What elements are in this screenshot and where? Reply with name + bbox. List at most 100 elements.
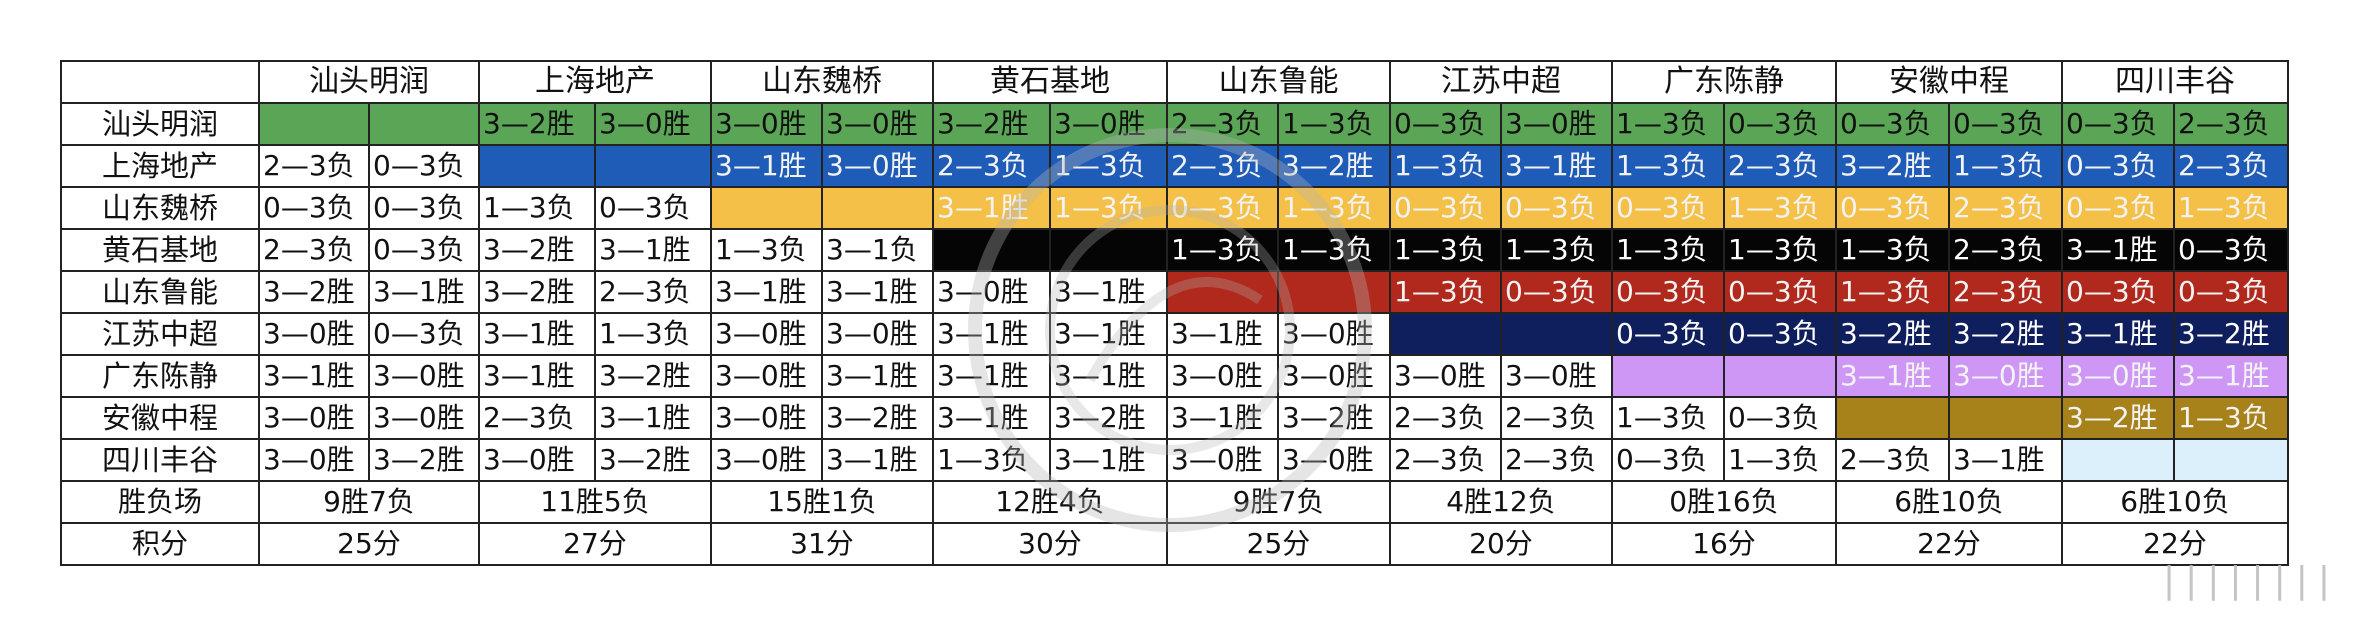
diagonal-cell bbox=[1723, 354, 1837, 398]
result-cell: 3—1胜 bbox=[2061, 228, 2175, 272]
result-cell: 1—3负 bbox=[1948, 144, 2063, 188]
result-cell: 1—3负 bbox=[1166, 228, 1279, 272]
result-cell: 0—3负 bbox=[2173, 228, 2289, 272]
result-cell: 0—3负 bbox=[2173, 270, 2289, 314]
result-cell: 2—3负 bbox=[1948, 270, 2063, 314]
points-value: 30分 bbox=[932, 522, 1168, 566]
result-cell: 3—0胜 bbox=[258, 438, 370, 482]
result-cell: 0—3负 bbox=[1611, 186, 1725, 230]
diagonal-cell bbox=[478, 144, 596, 188]
result-cell: 0—3负 bbox=[258, 186, 370, 230]
row-team-label: 山东魏桥 bbox=[60, 186, 260, 230]
result-cell: 0—3负 bbox=[1611, 270, 1725, 314]
result-cell: 1—3负 bbox=[1835, 228, 1950, 272]
result-cell: 1—3负 bbox=[1389, 270, 1502, 314]
result-cell: 0—3负 bbox=[1389, 186, 1502, 230]
column-team-header: 四川丰谷 bbox=[2061, 60, 2289, 104]
result-cell: 3—2胜 bbox=[478, 228, 596, 272]
diagonal-cell bbox=[1049, 228, 1168, 272]
result-cell: 1—3负 bbox=[1277, 186, 1391, 230]
result-cell: 1—3负 bbox=[1723, 438, 1837, 482]
row-team-label: 江苏中超 bbox=[60, 312, 260, 356]
result-cell: 3—2胜 bbox=[1835, 144, 1950, 188]
result-cell: 3—2胜 bbox=[1277, 144, 1391, 188]
result-cell: 2—3负 bbox=[1500, 438, 1613, 482]
result-cell: 2—3负 bbox=[594, 270, 712, 314]
result-cell: 1—3负 bbox=[1277, 102, 1391, 146]
result-cell: 3—1胜 bbox=[1835, 354, 1950, 398]
column-team-header: 山东鲁能 bbox=[1166, 60, 1391, 104]
diagonal-cell bbox=[710, 186, 823, 230]
result-cell: 3—2胜 bbox=[258, 270, 370, 314]
watermark-brand-text: |||||||| bbox=[2162, 560, 2340, 601]
result-cell: 3—2胜 bbox=[594, 438, 712, 482]
table-row: 黄石基地 2—3负 0—3负 3—2胜 3—1胜 1—3负 3—1负 1—3负 1—3负 1—3负… bbox=[60, 228, 2289, 272]
result-cell: 0—3负 bbox=[1723, 312, 1837, 356]
result-cell: 0—3负 bbox=[2061, 102, 2175, 146]
header-row: 汕头明润 上海地产 山东魏桥 黄石基地 山东鲁能 江苏中超 广东陈静 安徽中程 四川丰谷 bbox=[60, 60, 2289, 104]
result-cell: 0—3负 bbox=[1948, 102, 2063, 146]
result-cell: 1—3负 bbox=[2173, 186, 2289, 230]
points-label: 积分 bbox=[60, 522, 260, 566]
result-cell: 1—3负 bbox=[478, 186, 596, 230]
record-value: 11胜5负 bbox=[478, 480, 712, 524]
result-cell: 3—0胜 bbox=[258, 396, 370, 440]
result-cell: 3—0胜 bbox=[710, 354, 823, 398]
diagonal-cell bbox=[368, 102, 480, 146]
result-cell: 1—3负 bbox=[932, 438, 1051, 482]
result-cell: 3—1胜 bbox=[478, 312, 596, 356]
result-cell: 3—1胜 bbox=[258, 354, 370, 398]
points-value: 16分 bbox=[1611, 522, 1837, 566]
result-cell: 3—2胜 bbox=[932, 102, 1051, 146]
result-cell: 3—0胜 bbox=[1948, 354, 2063, 398]
result-cell: 1—3负 bbox=[1611, 102, 1725, 146]
result-cell: 3—0胜 bbox=[710, 396, 823, 440]
corner-cell bbox=[60, 60, 260, 104]
result-cell: 3—1胜 bbox=[932, 312, 1051, 356]
result-cell: 3—0胜 bbox=[258, 312, 370, 356]
result-cell: 3—1胜 bbox=[594, 228, 712, 272]
result-cell: 3—2胜 bbox=[1049, 396, 1168, 440]
row-team-label: 山东鲁能 bbox=[60, 270, 260, 314]
result-cell: 1—3负 bbox=[1389, 228, 1502, 272]
result-cell: 3—2胜 bbox=[594, 354, 712, 398]
column-team-header: 汕头明润 bbox=[258, 60, 480, 104]
diagonal-cell bbox=[2173, 438, 2289, 482]
result-cell: 1—3负 bbox=[1611, 228, 1725, 272]
diagonal-cell bbox=[932, 228, 1051, 272]
result-cell: 3—0胜 bbox=[821, 144, 934, 188]
result-cell: 3—0胜 bbox=[932, 270, 1051, 314]
row-team-label: 广东陈静 bbox=[60, 354, 260, 398]
result-cell: 0—3负 bbox=[1500, 270, 1613, 314]
diagonal-cell bbox=[1611, 354, 1725, 398]
result-cell: 2—3负 bbox=[258, 228, 370, 272]
diagonal-cell bbox=[1835, 396, 1950, 440]
result-cell: 3—1胜 bbox=[821, 354, 934, 398]
result-cell: 2—3负 bbox=[2173, 144, 2289, 188]
result-cell: 1—3负 bbox=[1611, 396, 1725, 440]
result-cell: 3—1胜 bbox=[2061, 312, 2175, 356]
result-cell: 3—1胜 bbox=[1049, 354, 1168, 398]
result-cell: 3—1负 bbox=[821, 228, 934, 272]
result-cell: 0—3负 bbox=[1500, 186, 1613, 230]
row-team-label: 上海地产 bbox=[60, 144, 260, 188]
column-team-header: 广东陈静 bbox=[1611, 60, 1837, 104]
column-team-header: 安徽中程 bbox=[1835, 60, 2063, 104]
result-cell: 3—0胜 bbox=[1389, 354, 1502, 398]
table-row: 广东陈静 3—1胜 3—0胜 3—1胜 3—2胜 3—0胜 3—1胜 3—1胜 3—1胜 3—0胜… bbox=[60, 354, 2289, 398]
result-cell: 3—0胜 bbox=[1049, 102, 1168, 146]
result-cell: 3—1胜 bbox=[368, 270, 480, 314]
result-cell: 1—3负 bbox=[1723, 228, 1837, 272]
result-cell: 3—2胜 bbox=[478, 270, 596, 314]
result-cell: 3—0胜 bbox=[368, 396, 480, 440]
result-cell: 3—2胜 bbox=[368, 438, 480, 482]
result-cell: 3—0胜 bbox=[710, 438, 823, 482]
points-value: 22分 bbox=[2061, 522, 2289, 566]
result-cell: 3—2胜 bbox=[1277, 396, 1391, 440]
result-cell: 3—1胜 bbox=[2173, 354, 2289, 398]
result-cell: 1—3负 bbox=[1500, 228, 1613, 272]
result-cell: 0—3负 bbox=[2061, 270, 2175, 314]
diagonal-cell bbox=[821, 186, 934, 230]
result-cell: 3—2胜 bbox=[1948, 312, 2063, 356]
table-row: 汕头明润 3—2胜 3—0胜 3—0胜 3—0胜 3—2胜 3—0胜 2—3负 1—3负 0—3负… bbox=[60, 102, 2289, 146]
